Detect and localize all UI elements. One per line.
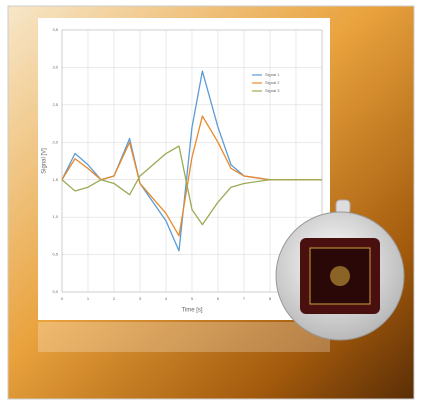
y-tick-label: 3,0: [52, 64, 58, 69]
reflection: [38, 322, 330, 352]
legend-label: Signal 3: [265, 88, 280, 93]
y-axis-label: Signal [V]: [42, 148, 48, 174]
x-axis-label: Time [s]: [181, 308, 202, 314]
product-image: Signal [V] Time [s] 0,0 0,5 1,0 1,5 2,0 2,5 3,…: [0, 0, 422, 405]
sensor-element: [330, 266, 350, 286]
y-tick-label: 1,0: [52, 214, 58, 219]
y-tick-label: 0,0: [52, 289, 58, 294]
y-tick-label: 0,5: [52, 252, 58, 257]
y-tick-label: 3,5: [52, 27, 58, 32]
legend-label: Signal 2: [265, 80, 280, 85]
legend-label: Signal 1: [265, 72, 280, 77]
y-tick-label: 2,5: [52, 102, 58, 107]
y-tick-label: 1,5: [52, 177, 58, 182]
y-tick-label: 2,0: [52, 139, 58, 144]
